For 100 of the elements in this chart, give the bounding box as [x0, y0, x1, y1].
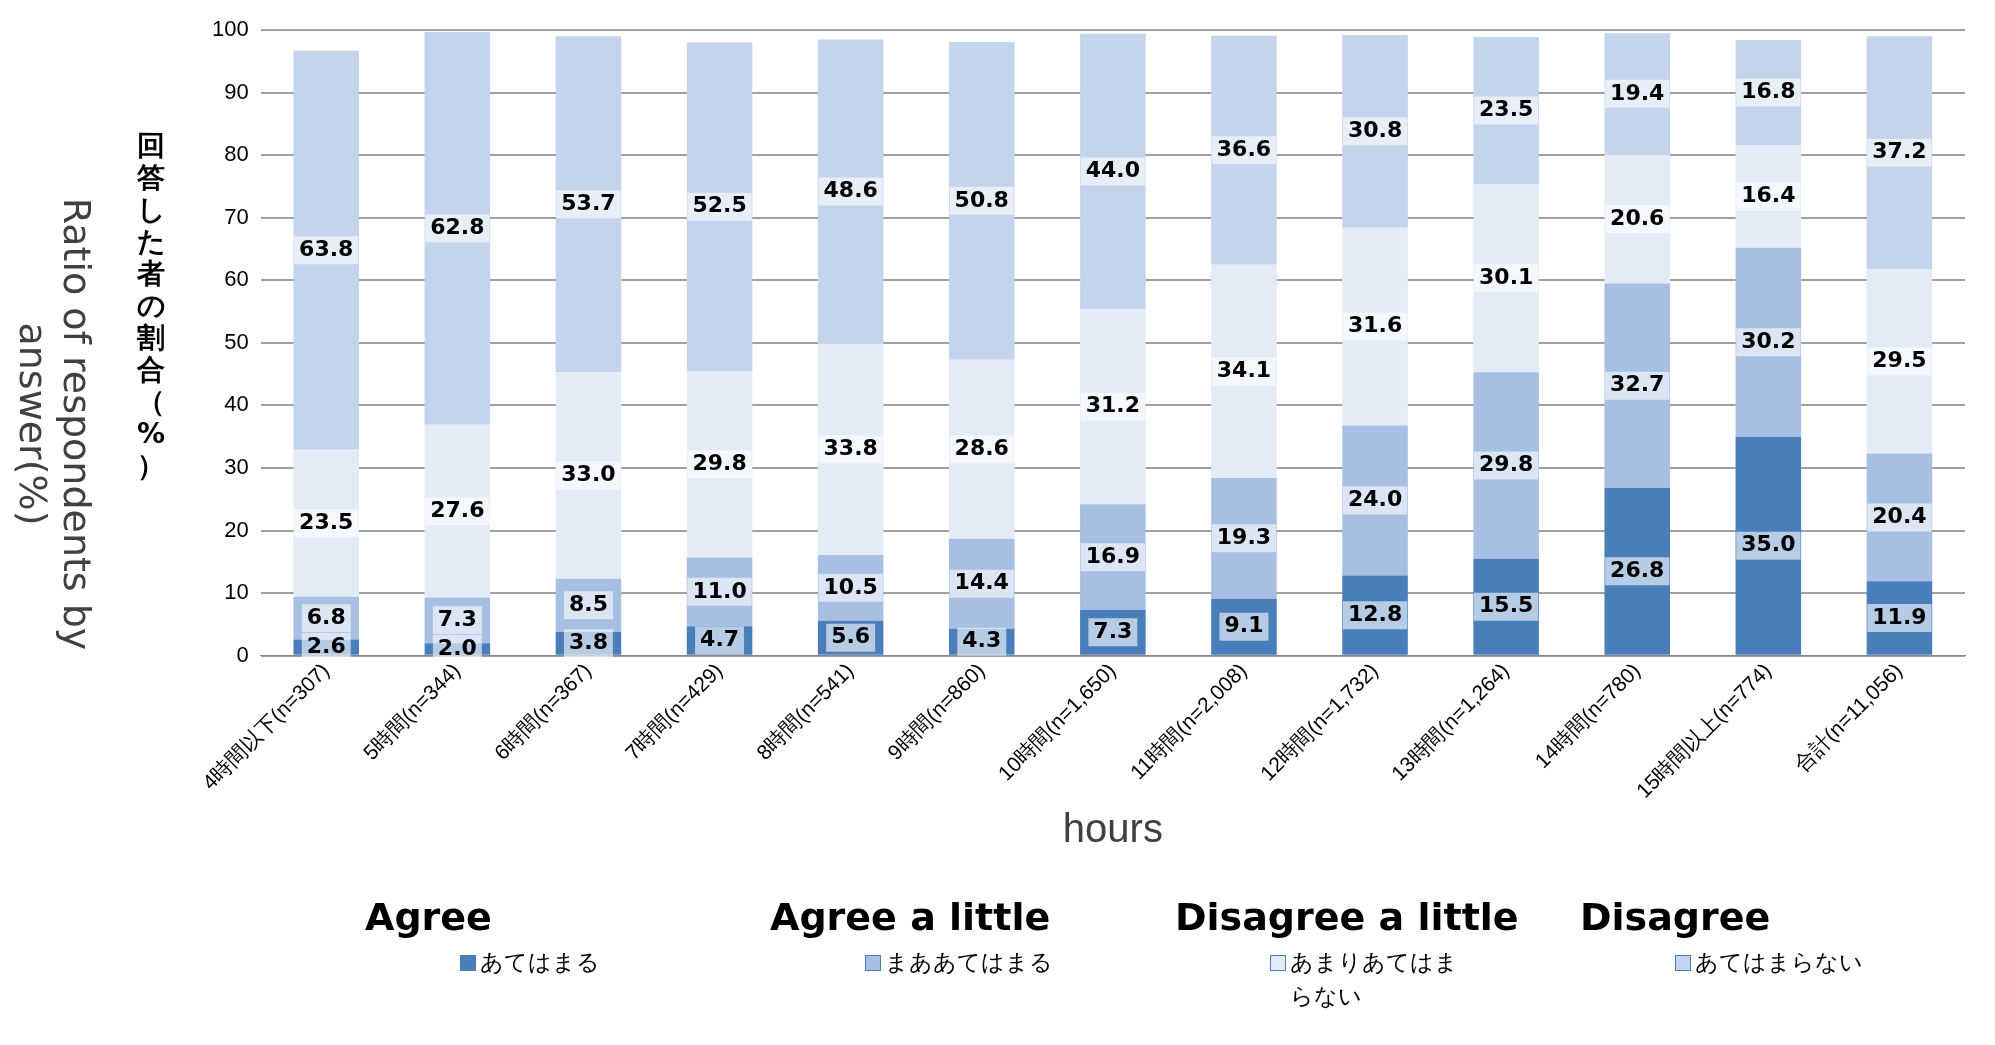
- bar: [1473, 372, 1539, 559]
- bar: [1342, 425, 1408, 576]
- data-label: 27.6: [430, 496, 485, 522]
- data-label: 6.8: [306, 603, 346, 629]
- data-label: 24.0: [1347, 486, 1403, 512]
- data-label: 30.8: [1347, 117, 1403, 143]
- data-label: 4.7: [700, 626, 740, 652]
- data-label: 11.0: [692, 577, 747, 603]
- data-label: 12.8: [1347, 600, 1403, 626]
- data-label: 23.5: [299, 509, 354, 535]
- y-tick-label: 60: [224, 266, 249, 292]
- text: 回答した者の割合（%）: [136, 129, 166, 482]
- data-label: 16.4: [1741, 182, 1796, 208]
- data-label: 29.8: [692, 449, 747, 475]
- bar: [555, 372, 622, 579]
- bar: [1866, 581, 1933, 655]
- y-tick-label: 40: [224, 391, 249, 417]
- data-label: 7.3: [1093, 618, 1133, 644]
- data-label: 7.3: [437, 606, 477, 632]
- data-label: 19.4: [1610, 79, 1665, 105]
- data-label: 44.0: [1085, 157, 1140, 183]
- bar: [1735, 247, 1802, 437]
- y-tick-label: 20: [224, 516, 249, 542]
- text: Ratio of respondents by answer(%): [11, 196, 99, 653]
- y-tick-label: 80: [224, 141, 249, 167]
- y-tick-label: 100: [211, 16, 249, 42]
- bar: [1080, 610, 1146, 655]
- bar: [1211, 598, 1277, 655]
- data-label: 26.8: [1610, 557, 1665, 583]
- bar: [1604, 487, 1671, 655]
- x-axis-title: hours: [1062, 806, 1163, 851]
- bar: [948, 359, 1015, 539]
- bar: [1866, 36, 1933, 270]
- bar: [1342, 35, 1408, 228]
- data-label: 14.4: [954, 569, 1009, 595]
- data-label: 63.8: [299, 235, 354, 261]
- data-label: 4.3: [962, 627, 1002, 653]
- data-label: 15.5: [1479, 592, 1534, 618]
- legend-label: まああてはまる: [885, 948, 1053, 977]
- bar: [1604, 154, 1671, 284]
- text: Disagree: [1580, 895, 1772, 939]
- legend-label: あてはまらない: [1695, 948, 1863, 977]
- data-label: 37.2: [1872, 138, 1927, 164]
- data-label: 20.4: [1872, 503, 1927, 529]
- bar: [555, 36, 622, 373]
- bar: [1473, 183, 1539, 373]
- data-label: 30.2: [1741, 327, 1796, 353]
- y-tick-label: 70: [224, 203, 249, 229]
- y-tick-label: 10: [224, 579, 249, 605]
- data-label: 53.7: [561, 189, 616, 215]
- data-label: 33.0: [561, 461, 616, 487]
- bar: [817, 39, 884, 344]
- bar: [1211, 477, 1277, 599]
- bar: [817, 343, 884, 555]
- data-label: 10.5: [823, 573, 878, 599]
- data-label: 11.9: [1872, 603, 1927, 629]
- data-label: 8.5: [568, 591, 608, 617]
- data-label: 36.6: [1216, 135, 1272, 161]
- data-label: 31.6: [1347, 312, 1403, 338]
- bar: [1473, 558, 1539, 655]
- data-label: 19.3: [1216, 524, 1272, 550]
- bar: [686, 42, 753, 371]
- bar: [1080, 309, 1146, 505]
- bar: [293, 449, 360, 597]
- bar: [1080, 33, 1146, 310]
- legend-label: あまりあてはまらない: [1290, 948, 1459, 1011]
- bar: [1604, 283, 1671, 488]
- text: Agree: [365, 895, 493, 939]
- data-label: 33.8: [823, 434, 878, 460]
- data-label: 2.6: [306, 632, 346, 658]
- bar: [293, 50, 360, 450]
- data-label: 29.8: [1479, 451, 1534, 477]
- bar: [1080, 504, 1146, 610]
- data-label: 20.6: [1610, 204, 1665, 230]
- bar: [1473, 36, 1539, 184]
- data-label: 3.8: [568, 629, 608, 654]
- bar: [1866, 453, 1933, 582]
- data-label: 16.8: [1741, 78, 1796, 104]
- data-label: 52.5: [692, 192, 747, 218]
- data-label: 5.6: [831, 623, 871, 649]
- bar: [424, 31, 491, 425]
- bar: [1735, 145, 1802, 248]
- data-label: 23.5: [1479, 96, 1534, 122]
- data-label: 34.1: [1216, 357, 1272, 383]
- data-label: 32.7: [1610, 371, 1665, 397]
- bar: [1211, 264, 1277, 478]
- y-tick-label: 50: [224, 328, 249, 354]
- bar: [424, 424, 491, 598]
- bar: [1866, 269, 1933, 454]
- bar: [1604, 33, 1671, 155]
- data-label: 31.2: [1085, 392, 1140, 418]
- text: Agree a little: [770, 895, 1052, 939]
- y-tick-label: 0: [236, 641, 249, 667]
- text: Disagree a little: [1175, 895, 1520, 939]
- bar: [1342, 227, 1408, 426]
- data-label: 16.9: [1085, 542, 1140, 568]
- bar: [1211, 35, 1277, 265]
- y-tick-label: 90: [224, 78, 249, 104]
- bar: [686, 370, 753, 558]
- data-label: 29.5: [1872, 347, 1927, 373]
